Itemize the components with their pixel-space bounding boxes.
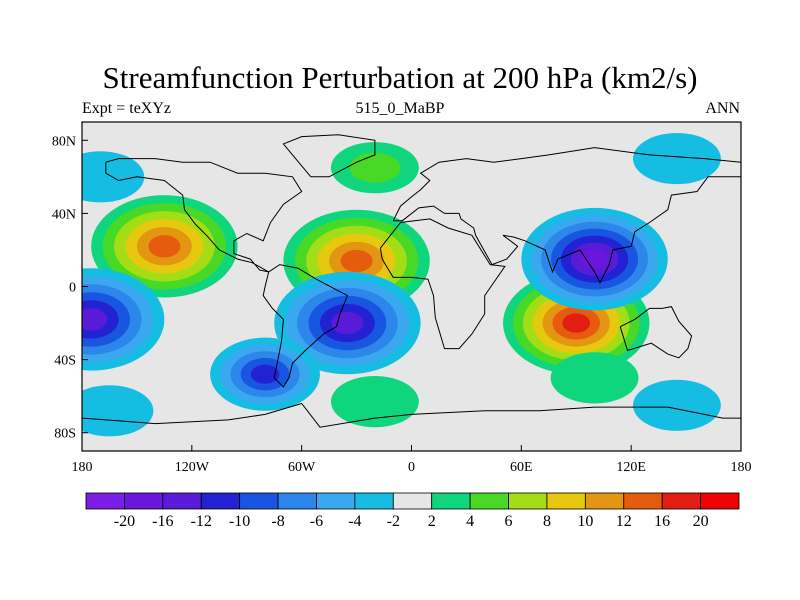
contour-band — [580, 249, 609, 269]
colorbar-swatch — [277, 492, 317, 510]
colorbar-swatch — [200, 492, 241, 510]
coastline-overlay — [82, 134, 741, 428]
coastline — [105, 158, 303, 273]
x-tick-label: 180 — [731, 460, 752, 475]
colorbar-swatch — [316, 492, 356, 510]
contour-band — [82, 308, 108, 331]
coastline — [619, 306, 693, 359]
colorbar-swatch — [124, 492, 164, 510]
coastline — [262, 264, 349, 388]
colorbar-label: -12 — [191, 513, 212, 530]
contour-feature — [82, 385, 154, 437]
contour-band — [82, 385, 154, 437]
colorbar-label: 20 — [693, 513, 709, 530]
colorbar-swatch — [623, 492, 663, 510]
colorbar-label: 8 — [543, 513, 551, 530]
colorbar-label: -6 — [310, 513, 323, 530]
colorbar-label: 4 — [466, 513, 474, 530]
x-tick-label: 180 — [72, 460, 93, 475]
contour-band — [148, 235, 181, 258]
colorbar-swatch — [239, 492, 279, 510]
contour-band — [331, 311, 364, 335]
colorbar-swatch — [392, 492, 433, 510]
left-string: Expt = teXYz — [82, 100, 171, 117]
contour-band — [349, 152, 401, 183]
contour-feature — [521, 207, 668, 311]
contour-band — [550, 352, 639, 404]
coastline — [82, 402, 741, 428]
contour-feature — [274, 271, 421, 375]
colorbar-swatch — [431, 492, 471, 510]
chart-title: Streamfunction Perturbation at 200 hPa (… — [102, 60, 698, 95]
contour-feature — [330, 376, 419, 428]
colorbar: -20 -16 -12 -10 -8 -6 -4 -2 2 4 6 8 10 12 16 20 — [85, 492, 740, 530]
x-tick-label: 120E — [616, 460, 646, 475]
contour-feature — [632, 379, 721, 431]
x-tick-label: 0 — [408, 460, 415, 475]
colorbar-label: 16 — [654, 513, 670, 530]
colorbar-label: 12 — [616, 513, 632, 530]
contour-feature — [210, 337, 320, 411]
colorbar-label: -8 — [271, 513, 284, 530]
x-tick-label: 120W — [175, 460, 210, 475]
colorbar-swatch — [700, 492, 740, 510]
contour-band — [340, 249, 373, 273]
x-axis: 180 120W 60W 0 60E 120E 180 — [72, 445, 752, 475]
contour-band — [330, 376, 419, 428]
contour-feature — [82, 268, 165, 371]
y-tick-label: 80N — [52, 134, 76, 149]
coastline — [379, 218, 506, 350]
colorbar-swatch — [469, 492, 509, 510]
y-axis: 80N 40N 0 40S 80S — [52, 134, 88, 442]
colorbar-label: -2 — [387, 513, 400, 530]
y-tick-label: 0 — [69, 281, 76, 296]
colorbar-label: -20 — [114, 513, 135, 530]
colorbar-swatch — [508, 492, 548, 510]
contour-feature — [632, 132, 721, 185]
coastline — [282, 134, 376, 178]
right-string: ANN — [705, 100, 740, 117]
x-tick-label: 60W — [288, 460, 316, 475]
contour-band — [632, 132, 721, 185]
colorbar-label: -16 — [152, 513, 173, 530]
colorbar-swatch — [162, 492, 202, 510]
colorbar-swatch — [584, 492, 625, 510]
colorbar-swatch — [546, 492, 586, 510]
y-tick-label: 40S — [54, 354, 76, 369]
contour-band — [632, 379, 721, 431]
contour-band — [250, 364, 280, 384]
coastline — [392, 147, 741, 284]
colorbar-swatch — [85, 492, 125, 510]
colorbar-label: -10 — [229, 513, 250, 530]
y-tick-label: 40N — [52, 207, 76, 222]
colorbar-swatch — [354, 492, 394, 510]
colorbar-label: 2 — [428, 513, 436, 530]
colorbar-label: -4 — [348, 513, 361, 530]
center-string: 515_0_MaBP — [355, 100, 445, 117]
contour-feature — [550, 352, 639, 404]
colorbar-label: 6 — [505, 513, 513, 530]
x-tick-label: 60E — [510, 460, 533, 475]
y-tick-label: 80S — [54, 427, 76, 442]
contour-band — [562, 313, 591, 333]
colorbar-swatch — [661, 492, 701, 510]
colorbar-label: 10 — [577, 513, 593, 530]
